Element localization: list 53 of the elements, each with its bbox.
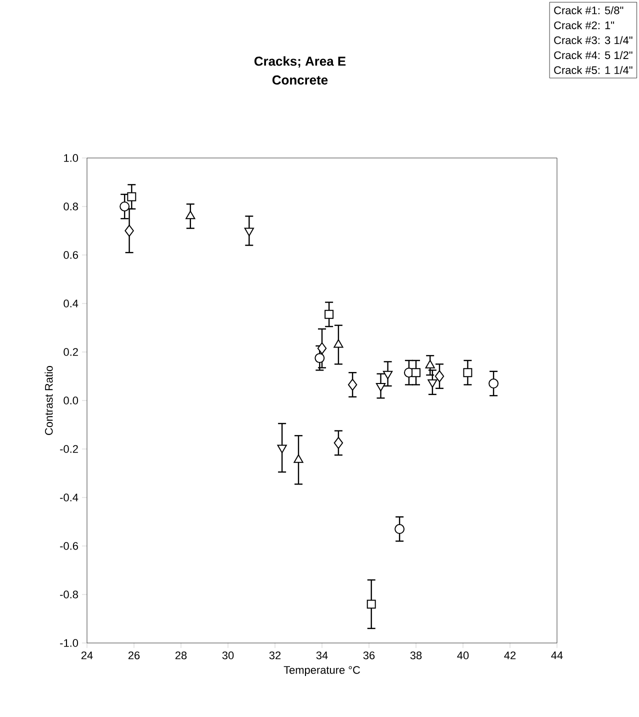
text: Crack #2: 1" [554,21,614,30]
x-tick-label: 28 [175,652,187,660]
x-tick-label: 44 [551,652,563,660]
point [334,436,344,449]
x-tick-label: 42 [504,652,516,660]
point [463,368,472,378]
point [294,454,304,463]
y-tick-label: 1.0 [64,154,78,162]
point [366,600,376,609]
chart-title: Cracks; Area E [254,56,346,68]
x-tick-label: 32 [269,652,281,660]
point [186,210,196,220]
x-tick-label: 26 [128,652,140,660]
point [382,370,393,380]
y-tick-label: 0.4 [64,300,78,308]
y-tick-label: -0.6 [60,542,78,550]
x-tick-label: 36 [363,652,375,660]
x-tick-label: 30 [222,652,234,660]
point [124,224,134,237]
text: Crack #1: 5/8" [554,6,624,14]
point [434,370,444,382]
x-tick-label: 24 [81,652,93,660]
point [120,202,130,212]
point [412,368,420,378]
y-tick-label: -0.4 [60,494,78,502]
y-tick-label: 0.6 [64,251,78,259]
text: Crack #3: 3 1/4" [554,36,632,44]
x-tick-label: 34 [316,652,328,660]
y-tick-label: 0.0 [64,396,78,404]
chart-subtitle: Concrete [272,75,328,85]
point [376,382,386,392]
point [244,228,254,236]
point [394,524,405,534]
point [488,378,499,388]
y-axis-title: Contrast Ratio [44,366,53,435]
point [324,310,334,319]
point [334,339,344,348]
point [127,192,136,202]
x-axis-title: Temperature °C [284,666,360,676]
point [348,378,358,391]
y-tick-label: 0.2 [64,348,78,356]
point [425,360,435,368]
y-tick-label: -1.0 [60,639,78,647]
x-tick-label: 40 [457,652,469,660]
text: Crack #4: 5 1/2" [554,51,632,60]
y-tick-label: -0.8 [60,590,78,598]
point [277,444,287,454]
point [428,379,438,388]
text: Crack #5: 1 1/4" [554,66,632,74]
point [314,353,325,364]
y-tick-label: -0.2 [60,445,78,453]
y-tick-label: 0.8 [64,202,78,210]
x-tick-label: 38 [410,652,422,660]
